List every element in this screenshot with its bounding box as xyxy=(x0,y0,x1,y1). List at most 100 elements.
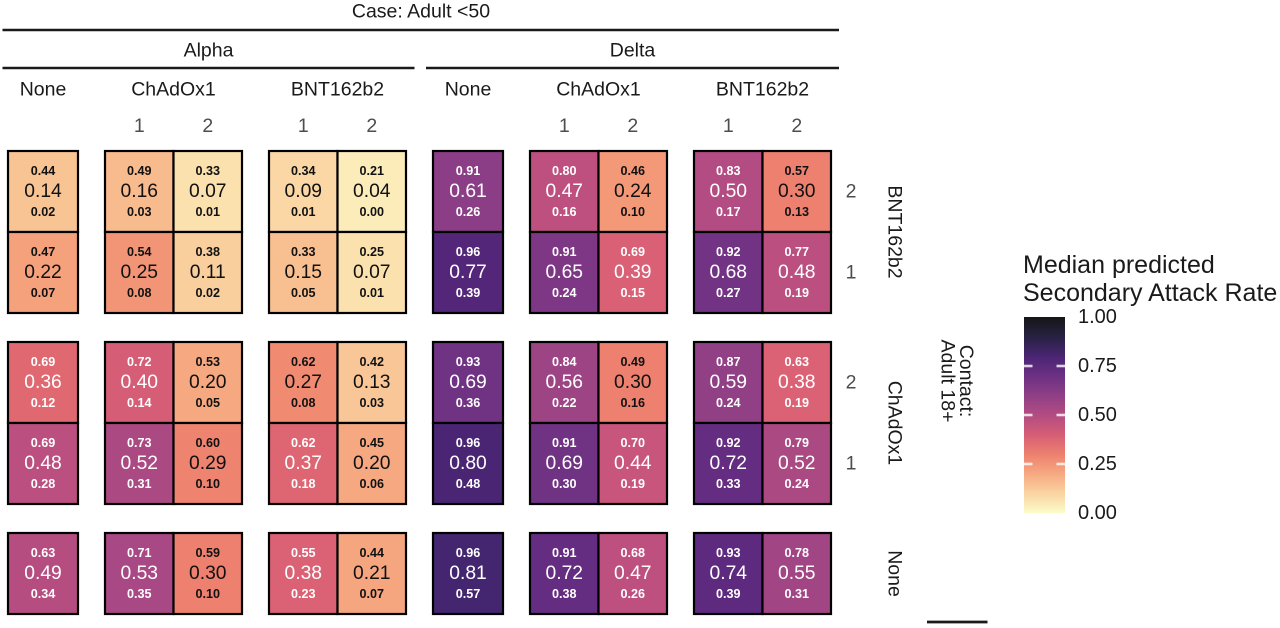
svg-text:2: 2 xyxy=(366,115,377,137)
svg-text:0.69: 0.69 xyxy=(449,372,487,393)
svg-text:0.71: 0.71 xyxy=(127,546,152,560)
svg-text:0.49: 0.49 xyxy=(620,355,645,369)
svg-text:0.33: 0.33 xyxy=(195,164,220,178)
svg-text:0.75: 0.75 xyxy=(1078,355,1117,377)
svg-text:0.24: 0.24 xyxy=(614,181,652,202)
svg-text:0.26: 0.26 xyxy=(456,205,481,219)
svg-text:0.80: 0.80 xyxy=(552,164,577,178)
svg-text:Alpha: Alpha xyxy=(184,40,234,62)
svg-text:0.40: 0.40 xyxy=(120,372,158,393)
svg-text:1: 1 xyxy=(134,115,145,137)
svg-text:0.84: 0.84 xyxy=(552,355,577,369)
svg-text:0.25: 0.25 xyxy=(359,245,384,259)
svg-text:0.27: 0.27 xyxy=(284,372,322,393)
svg-text:0.91: 0.91 xyxy=(552,436,577,450)
svg-text:0.18: 0.18 xyxy=(291,477,316,491)
svg-text:0.16: 0.16 xyxy=(620,396,645,410)
svg-text:0.25: 0.25 xyxy=(120,262,158,283)
svg-text:1: 1 xyxy=(298,115,309,137)
svg-text:0.96: 0.96 xyxy=(456,245,481,259)
svg-text:0.48: 0.48 xyxy=(778,262,816,283)
svg-text:BNT162b2: BNT162b2 xyxy=(716,79,809,101)
svg-text:0.52: 0.52 xyxy=(120,453,158,474)
svg-text:2: 2 xyxy=(846,181,857,203)
svg-text:0.38: 0.38 xyxy=(778,372,816,393)
svg-text:0.17: 0.17 xyxy=(716,205,741,219)
svg-text:0.19: 0.19 xyxy=(784,286,809,300)
svg-text:0.14: 0.14 xyxy=(127,396,152,410)
svg-text:0.30: 0.30 xyxy=(614,372,652,393)
svg-text:2: 2 xyxy=(627,115,638,137)
svg-text:0.57: 0.57 xyxy=(784,164,809,178)
svg-text:0.49: 0.49 xyxy=(24,563,62,584)
svg-text:0.81: 0.81 xyxy=(449,563,487,584)
svg-text:0.25: 0.25 xyxy=(1078,453,1117,475)
svg-text:0.08: 0.08 xyxy=(127,286,152,300)
svg-text:0.93: 0.93 xyxy=(456,355,481,369)
svg-text:0.96: 0.96 xyxy=(456,436,481,450)
svg-text:0.19: 0.19 xyxy=(620,477,645,491)
svg-text:0.30: 0.30 xyxy=(778,181,816,202)
svg-text:0.77: 0.77 xyxy=(784,245,809,259)
svg-text:0.92: 0.92 xyxy=(716,436,741,450)
svg-text:0.07: 0.07 xyxy=(189,181,227,202)
svg-text:0.74: 0.74 xyxy=(709,563,747,584)
svg-text:0.12: 0.12 xyxy=(31,396,56,410)
svg-text:0.29: 0.29 xyxy=(189,453,227,474)
svg-text:0.16: 0.16 xyxy=(552,205,577,219)
svg-text:ChAdOx1: ChAdOx1 xyxy=(556,79,641,101)
svg-text:0.55: 0.55 xyxy=(778,563,816,584)
svg-text:1: 1 xyxy=(723,115,734,137)
svg-text:0.27: 0.27 xyxy=(716,286,741,300)
svg-text:0.39: 0.39 xyxy=(456,286,481,300)
svg-text:0.50: 0.50 xyxy=(1078,404,1117,426)
svg-text:0.63: 0.63 xyxy=(784,355,809,369)
svg-text:0.10: 0.10 xyxy=(195,477,220,491)
svg-text:0.31: 0.31 xyxy=(127,477,152,491)
svg-text:0.39: 0.39 xyxy=(716,587,741,601)
svg-text:0.24: 0.24 xyxy=(552,286,577,300)
svg-text:0.60: 0.60 xyxy=(195,436,220,450)
svg-text:0.05: 0.05 xyxy=(291,286,316,300)
svg-text:0.36: 0.36 xyxy=(24,372,62,393)
svg-text:0.05: 0.05 xyxy=(195,396,220,410)
svg-text:1: 1 xyxy=(559,115,570,137)
svg-text:Median predicted: Median predicted xyxy=(1023,251,1215,279)
svg-text:0.69: 0.69 xyxy=(31,355,56,369)
svg-text:0.20: 0.20 xyxy=(189,372,227,393)
svg-text:0.01: 0.01 xyxy=(291,205,316,219)
svg-text:0.80: 0.80 xyxy=(449,453,487,474)
svg-text:0.10: 0.10 xyxy=(620,205,645,219)
svg-text:0.83: 0.83 xyxy=(716,164,741,178)
svg-text:0.69: 0.69 xyxy=(545,453,583,474)
svg-text:0.14: 0.14 xyxy=(24,181,62,202)
svg-text:0.26: 0.26 xyxy=(620,587,645,601)
svg-text:2: 2 xyxy=(202,115,213,137)
svg-text:0.30: 0.30 xyxy=(189,563,227,584)
svg-text:0.13: 0.13 xyxy=(353,372,391,393)
svg-text:0.44: 0.44 xyxy=(614,453,652,474)
svg-text:0.04: 0.04 xyxy=(353,181,391,202)
svg-text:0.57: 0.57 xyxy=(456,587,481,601)
svg-text:0.31: 0.31 xyxy=(784,587,809,601)
svg-text:0.00: 0.00 xyxy=(1078,502,1117,524)
svg-text:ChAdOx1: ChAdOx1 xyxy=(131,79,216,101)
svg-text:0.47: 0.47 xyxy=(614,563,652,584)
svg-text:Case: Adult <50: Case: Adult <50 xyxy=(352,1,490,23)
svg-text:Secondary Attack Rate: Secondary Attack Rate xyxy=(1023,279,1277,307)
svg-text:0.53: 0.53 xyxy=(120,563,158,584)
svg-text:0.30: 0.30 xyxy=(552,477,577,491)
svg-text:0.16: 0.16 xyxy=(120,181,158,202)
svg-text:0.72: 0.72 xyxy=(127,355,152,369)
svg-text:0.48: 0.48 xyxy=(456,477,481,491)
svg-text:0.07: 0.07 xyxy=(31,286,56,300)
svg-text:2: 2 xyxy=(791,115,802,137)
svg-text:0.22: 0.22 xyxy=(552,396,577,410)
svg-text:0.24: 0.24 xyxy=(784,477,809,491)
svg-text:0.72: 0.72 xyxy=(545,563,583,584)
svg-text:0.02: 0.02 xyxy=(31,205,56,219)
svg-text:0.61: 0.61 xyxy=(449,181,487,202)
svg-text:0.69: 0.69 xyxy=(620,245,645,259)
svg-text:0.01: 0.01 xyxy=(359,286,384,300)
svg-text:0.91: 0.91 xyxy=(456,164,481,178)
